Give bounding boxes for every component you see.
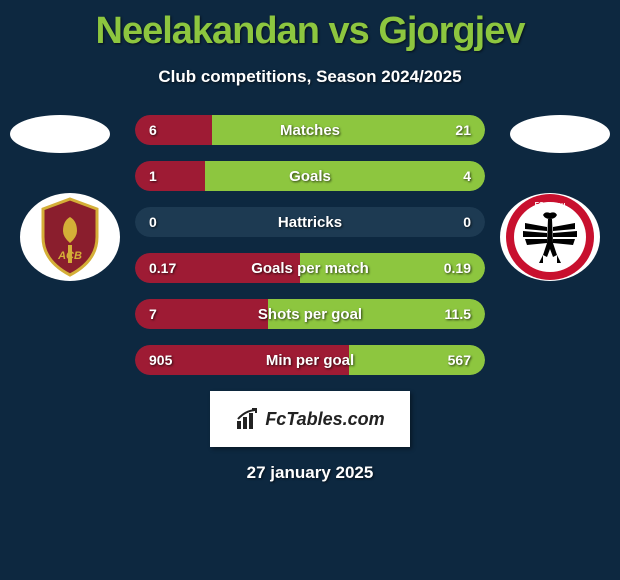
- right-club-crest: FC Aarau: [500, 193, 600, 281]
- left-crest-circle: ACB: [20, 193, 120, 281]
- comparison-area: ACB FC Aarau 621Matches 14Goals 00Hattrick…: [0, 115, 620, 375]
- footer-badge[interactable]: FcTables.com: [210, 391, 410, 447]
- stat-label: Hattricks: [135, 207, 485, 237]
- stat-row: 00Hattricks: [135, 207, 485, 237]
- stat-label: Min per goal: [135, 345, 485, 375]
- stat-rows: 621Matches 14Goals 00Hattricks 0.170.19Goal…: [135, 115, 485, 375]
- stat-row: 711.5Shots per goal: [135, 299, 485, 329]
- stat-label: Goals: [135, 161, 485, 191]
- right-player-ellipse: [510, 115, 610, 153]
- svg-text:FC Aarau: FC Aarau: [535, 202, 566, 209]
- stat-row: 621Matches: [135, 115, 485, 145]
- left-player-ellipse: [10, 115, 110, 153]
- stat-row: 0.170.19Goals per match: [135, 253, 485, 283]
- page-title: Neelakandan vs Gjorgjev: [0, 0, 620, 53]
- fctables-logo-icon: [235, 407, 259, 431]
- right-crest-eagle-icon: FC Aarau: [505, 193, 595, 281]
- svg-text:ACB: ACB: [57, 250, 82, 262]
- date-text: 27 january 2025: [0, 463, 620, 483]
- subtitle: Club competitions, Season 2024/2025: [0, 67, 620, 87]
- right-crest-circle: FC Aarau: [500, 193, 600, 281]
- footer-text: FcTables.com: [265, 409, 384, 430]
- stat-label: Shots per goal: [135, 299, 485, 329]
- stat-row: 905567Min per goal: [135, 345, 485, 375]
- stat-label: Goals per match: [135, 253, 485, 283]
- left-crest-shield-icon: ACB: [35, 197, 105, 277]
- left-club-crest: ACB: [20, 193, 120, 281]
- stat-label: Matches: [135, 115, 485, 145]
- stat-row: 14Goals: [135, 161, 485, 191]
